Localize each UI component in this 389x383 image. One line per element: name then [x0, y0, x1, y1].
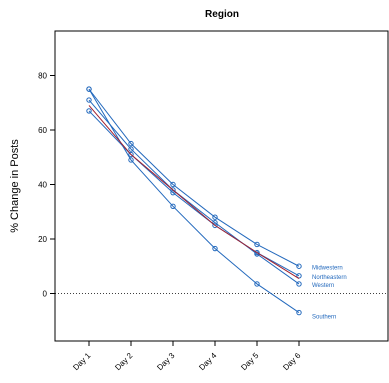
y-axis: 0 20 40 60 80 [38, 72, 55, 299]
x-tick-label: Day 5 [239, 351, 261, 373]
series-northeastern [86, 108, 302, 279]
series-line [88, 88, 300, 267]
data-point [86, 97, 92, 103]
series-line [88, 88, 300, 313]
x-tick-label: Day 6 [281, 351, 303, 373]
series-southern [86, 86, 302, 316]
data-point [128, 151, 134, 158]
data-point [296, 281, 302, 287]
series-label-midwestern: Midwestern [312, 265, 343, 271]
series-line [88, 99, 300, 285]
y-tick-label: 80 [38, 72, 47, 81]
chart-title: Region [205, 9, 239, 20]
data-point [86, 86, 92, 92]
series-line [88, 110, 300, 277]
y-axis-label: % Change in Posts [9, 139, 21, 233]
data-point [170, 181, 176, 188]
x-axis: Day 1 Day 2 Day 3 Day 4 Day 5 Day 6 [71, 341, 303, 372]
data-point [170, 203, 176, 210]
data-point [254, 281, 260, 287]
data-point [254, 241, 260, 248]
data-point [128, 146, 134, 152]
series-label-western: Western [312, 283, 334, 289]
data-point [296, 309, 302, 316]
data-point [212, 245, 218, 252]
y-tick-label: 60 [38, 126, 47, 135]
data-point [170, 187, 176, 193]
x-tick-label: Day 2 [113, 351, 135, 373]
y-tick-label: 0 [43, 290, 48, 299]
series-label-northeastern: Northeastern [312, 275, 347, 281]
x-tick-label: Day 4 [197, 351, 219, 373]
series-western [86, 97, 302, 287]
series-midwestern [86, 86, 302, 269]
series-labels: Midwestern Northeastern Western Southern [312, 265, 347, 320]
y-tick-label: 40 [38, 181, 47, 190]
data-point [128, 140, 134, 147]
data-point [212, 214, 218, 220]
data-point [296, 263, 302, 269]
overall-series [88, 105, 300, 279]
x-tick-label: Day 3 [155, 351, 177, 373]
data-point [128, 157, 134, 163]
plot-frame [54, 30, 389, 342]
y-tick-label: 20 [38, 235, 47, 244]
overall-line [88, 105, 300, 279]
data-point [86, 108, 92, 114]
series-label-southern: Southern [312, 315, 336, 321]
series-layer [86, 86, 302, 316]
x-tick-label: Day 1 [71, 351, 93, 373]
